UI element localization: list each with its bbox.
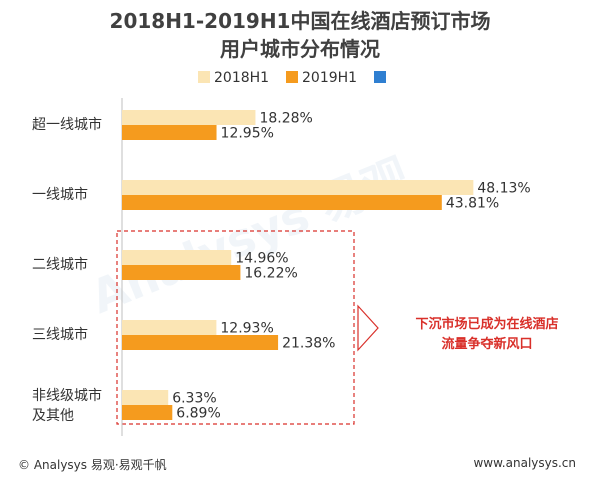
category-label: 三线城市 — [32, 326, 88, 343]
bar-2019h1 — [122, 405, 173, 420]
chart-title-line2: 用户城市分布情况 — [220, 37, 380, 61]
callout-arrow-icon — [357, 304, 379, 352]
bar-2019h1 — [122, 125, 217, 140]
category-label: 二线城市 — [32, 256, 88, 273]
chart-title-line1: 2018H1-2019H1中国在线酒店预订市场 — [109, 9, 491, 33]
footer-copyright: © Analysys 易观·易观千帆 — [18, 458, 167, 472]
bar-2018h1 — [122, 320, 217, 335]
data-label-2019h1: 43.81% — [446, 196, 499, 212]
footer-website: www.analysys.cn — [473, 456, 576, 470]
bar-2018h1 — [122, 250, 232, 265]
chart-legend: 2018H1 2019H1 — [0, 70, 600, 86]
bar-2018h1 — [122, 110, 256, 125]
legend-item-extra — [374, 70, 390, 86]
legend-swatch-2018h1 — [198, 71, 210, 83]
category-label: 一线城市 — [32, 186, 88, 203]
data-label-2018h1: 18.28% — [259, 111, 312, 127]
data-label-2019h1: 16.22% — [244, 266, 297, 282]
bar-2018h1 — [122, 390, 169, 405]
legend-item-2019h1: 2019H1 — [286, 70, 357, 86]
callout-text: 下沉市场已成为在线酒店 流量争夺新风口 — [382, 315, 592, 355]
data-label-2019h1: 12.95% — [221, 126, 274, 142]
bar-2018h1 — [122, 180, 474, 195]
callout-line2: 流量争夺新风口 — [441, 337, 533, 352]
category-label: 超一线城市 — [32, 116, 102, 133]
data-label-2018h1: 14.96% — [235, 251, 288, 267]
bar-2019h1 — [122, 195, 442, 210]
category-label: 非线级城市及其他 — [32, 387, 102, 424]
data-label-2018h1: 12.93% — [220, 321, 273, 337]
bar-2019h1 — [122, 335, 279, 350]
legend-item-2018h1: 2018H1 — [198, 70, 269, 86]
callout-line1: 下沉市场已成为在线酒店 — [415, 317, 559, 332]
data-label-2019h1: 6.89% — [176, 406, 220, 422]
bar-2019h1 — [122, 265, 241, 280]
legend-label-2019h1: 2019H1 — [302, 70, 358, 86]
legend-swatch-2019h1 — [286, 71, 298, 83]
legend-swatch-extra — [374, 71, 386, 83]
data-label-2018h1: 48.13% — [477, 181, 530, 197]
data-label-2018h1: 6.33% — [172, 391, 216, 407]
highlight-box — [116, 230, 355, 425]
legend-label-2018h1: 2018H1 — [214, 70, 270, 86]
data-label-2019h1: 21.38% — [282, 336, 335, 352]
